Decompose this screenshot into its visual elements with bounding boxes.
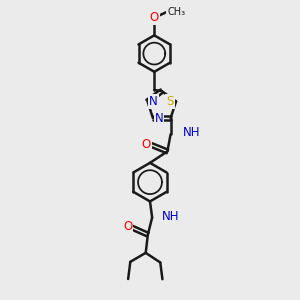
- Text: S: S: [167, 95, 174, 108]
- Text: O: O: [141, 139, 151, 152]
- Text: NH: NH: [182, 126, 200, 139]
- Text: N: N: [154, 112, 163, 125]
- Text: O: O: [150, 11, 159, 24]
- Text: N: N: [149, 95, 158, 108]
- Text: O: O: [123, 220, 132, 233]
- Text: NH: NH: [162, 210, 179, 223]
- Text: CH₃: CH₃: [167, 7, 185, 17]
